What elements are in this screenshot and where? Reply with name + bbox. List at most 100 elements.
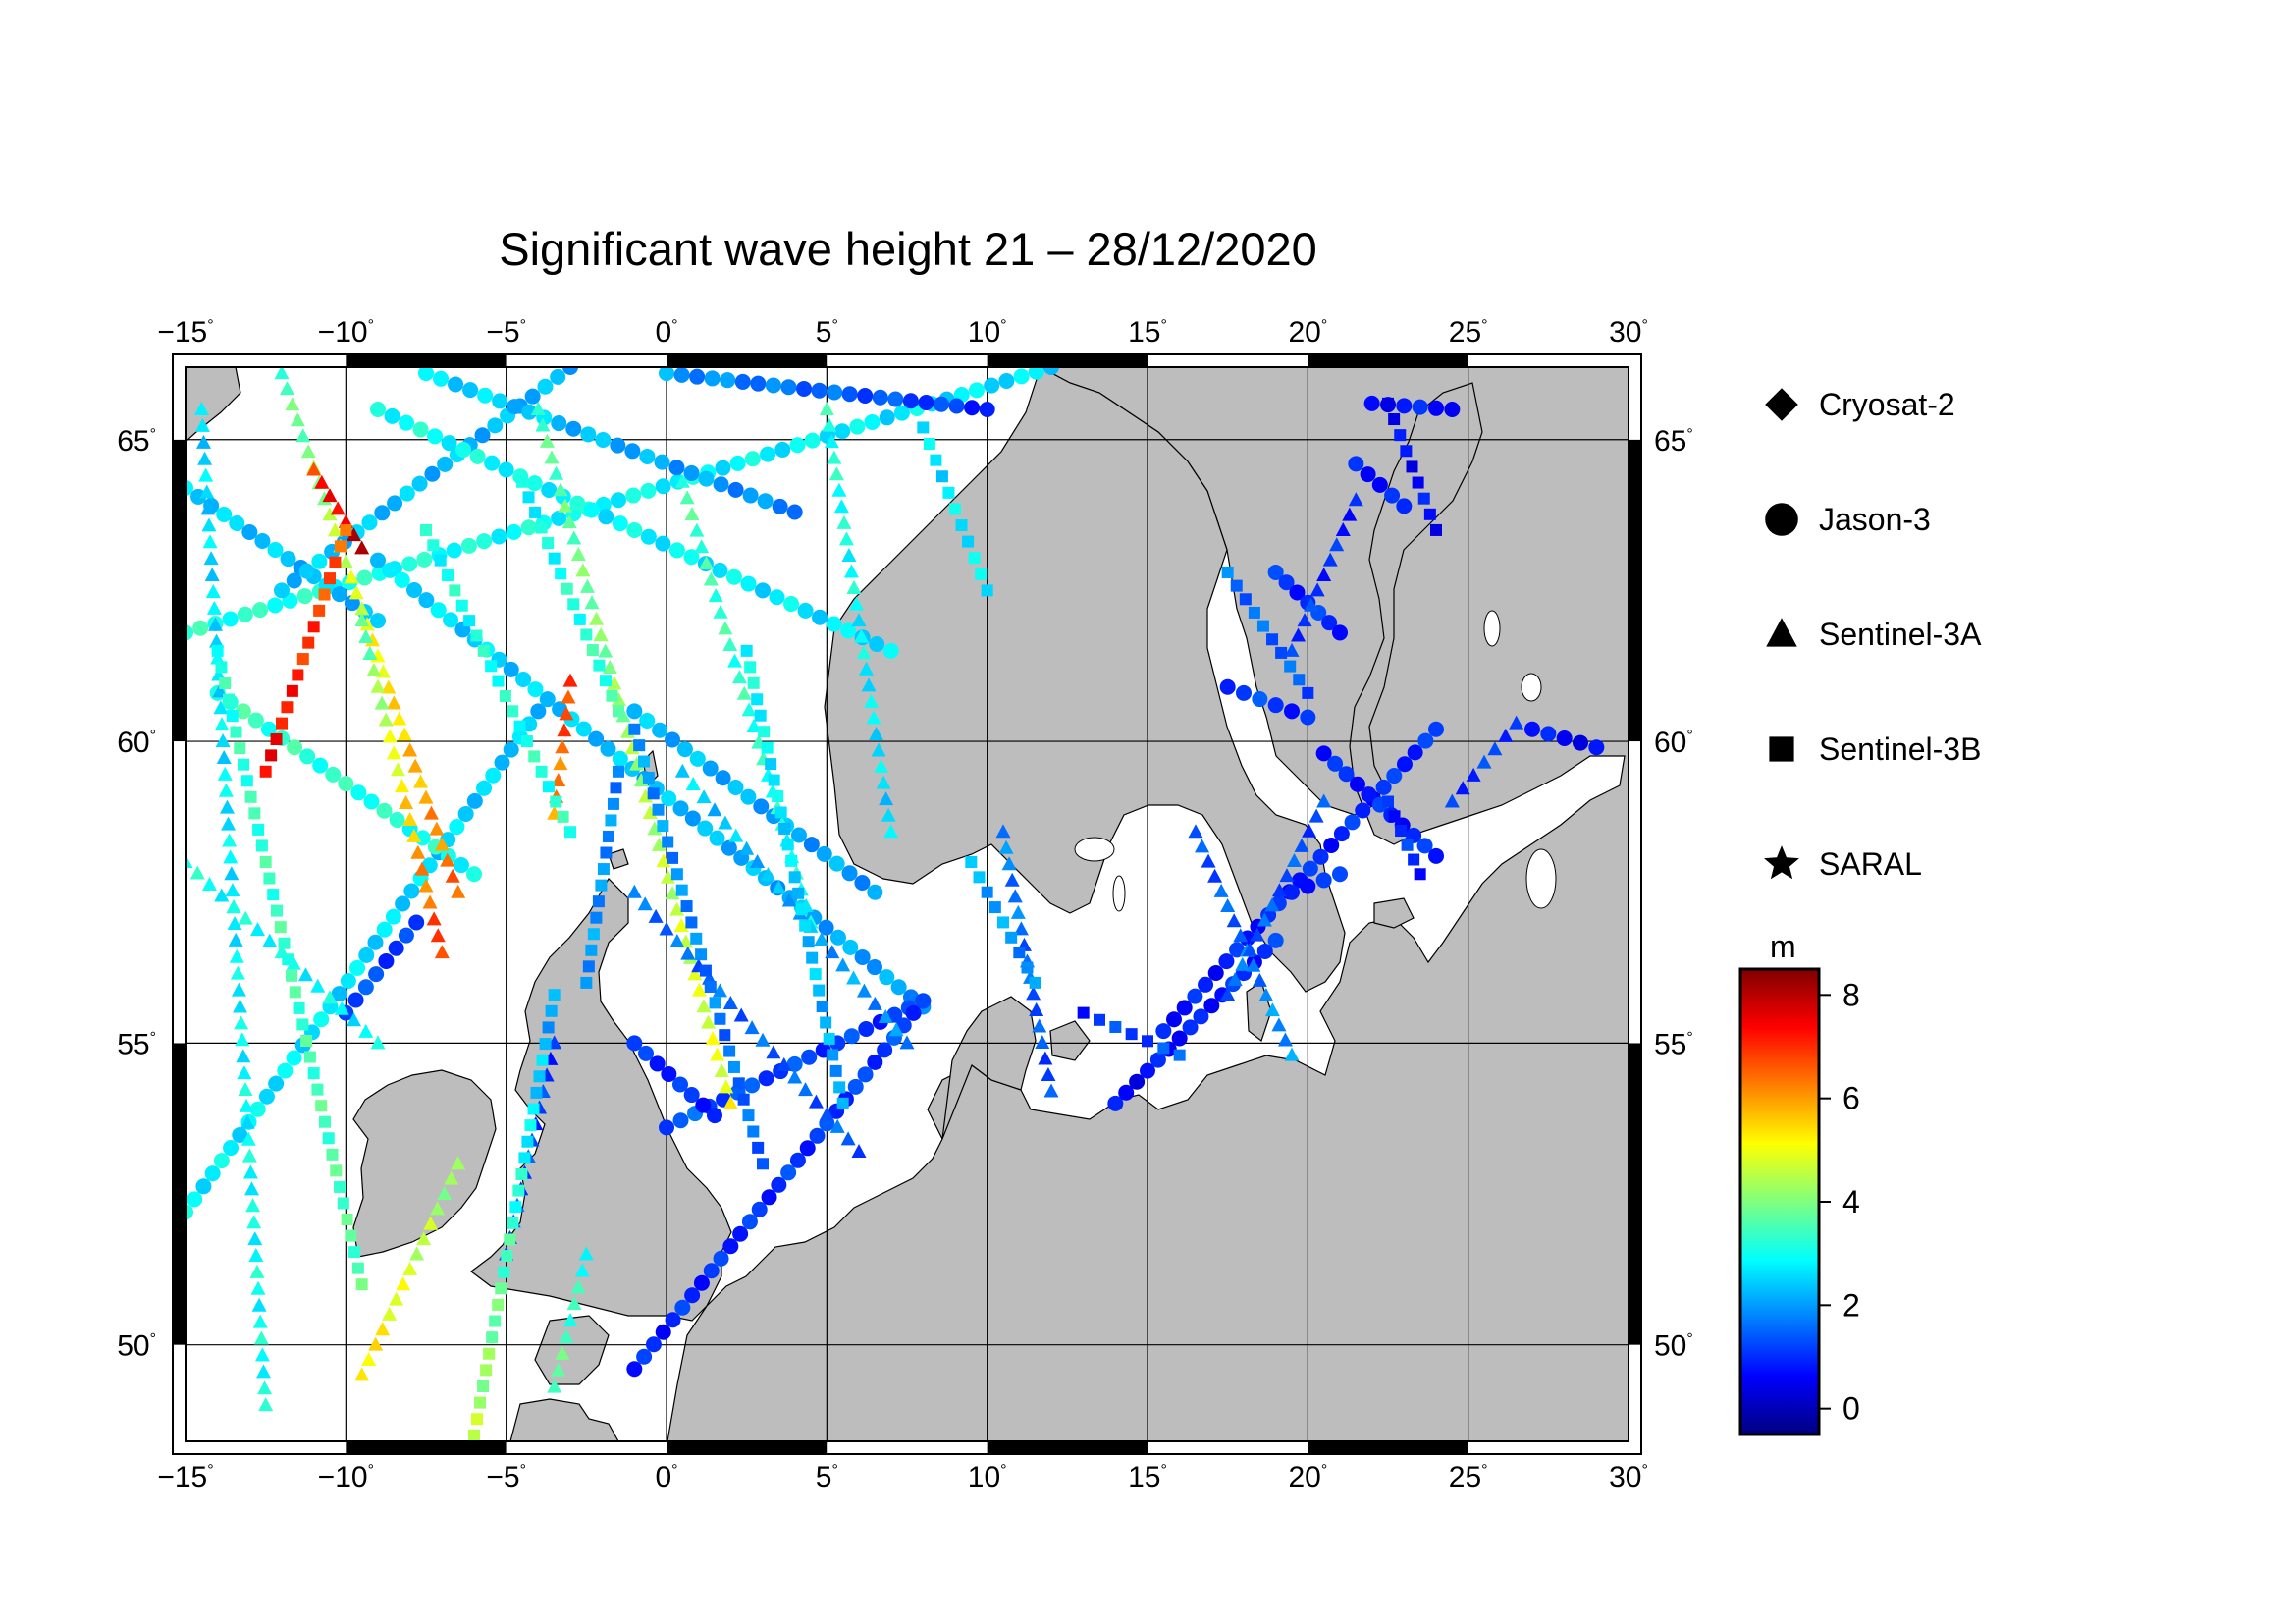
frame-bar-bottom bbox=[346, 1442, 507, 1453]
observation-marker bbox=[434, 837, 450, 851]
observation-marker bbox=[707, 802, 722, 817]
observation-marker bbox=[1013, 947, 1026, 959]
observation-marker bbox=[829, 1118, 845, 1133]
observation-marker bbox=[402, 1261, 418, 1275]
observation-marker bbox=[250, 1280, 266, 1295]
observation-marker bbox=[685, 776, 701, 790]
observation-marker bbox=[676, 741, 693, 758]
observation-marker bbox=[455, 441, 472, 458]
observation-marker bbox=[595, 879, 608, 892]
observation-marker bbox=[835, 957, 851, 972]
observation-marker bbox=[662, 836, 674, 848]
degree-sign: ° bbox=[1686, 426, 1692, 443]
frame-bar-bottom bbox=[827, 1442, 988, 1453]
observation-marker bbox=[222, 611, 239, 627]
observation-marker bbox=[397, 727, 412, 741]
observation-marker bbox=[274, 921, 287, 934]
observation-marker bbox=[376, 802, 393, 819]
observation-marker bbox=[1315, 872, 1332, 889]
observation-marker bbox=[385, 908, 401, 925]
observation-marker bbox=[221, 816, 237, 831]
observation-marker bbox=[1291, 627, 1307, 642]
observation-marker bbox=[771, 1176, 787, 1193]
observation-marker bbox=[334, 540, 347, 553]
lake-finland-1 bbox=[1483, 610, 1501, 647]
lake-vattern bbox=[1112, 875, 1126, 912]
observation-marker bbox=[296, 1018, 309, 1031]
observation-marker bbox=[722, 636, 738, 651]
observation-marker bbox=[463, 615, 476, 627]
degree-sign: ° bbox=[1686, 728, 1692, 744]
observation-marker bbox=[829, 1064, 842, 1077]
observation-marker bbox=[341, 1214, 353, 1226]
lake-ladoga bbox=[1525, 848, 1557, 909]
observation-marker bbox=[973, 871, 986, 884]
track-sentinel-3b bbox=[259, 523, 352, 778]
frame-bar-bottom bbox=[506, 1442, 667, 1453]
observation-marker bbox=[529, 506, 542, 518]
observation-marker bbox=[1166, 1011, 1183, 1028]
observation-marker bbox=[430, 1201, 446, 1216]
observation-marker bbox=[252, 602, 269, 619]
observation-marker bbox=[1400, 445, 1413, 458]
observation-marker bbox=[200, 501, 216, 515]
observation-marker bbox=[368, 1336, 384, 1351]
observation-marker bbox=[827, 450, 842, 464]
observation-marker bbox=[196, 434, 212, 449]
track-sentinel-3a bbox=[354, 613, 450, 959]
observation-marker bbox=[420, 523, 432, 536]
observation-marker bbox=[570, 546, 586, 561]
observation-marker bbox=[1322, 552, 1338, 567]
observation-marker bbox=[638, 1045, 654, 1061]
degree-sign: ° bbox=[831, 317, 837, 334]
observation-marker bbox=[642, 771, 655, 784]
degree-sign: ° bbox=[207, 1462, 213, 1479]
observation-marker bbox=[612, 750, 628, 767]
observation-marker bbox=[535, 521, 548, 534]
observation-marker bbox=[527, 681, 544, 698]
observation-marker bbox=[588, 730, 605, 747]
observation-marker bbox=[363, 793, 380, 810]
observation-marker bbox=[780, 379, 797, 396]
observation-marker bbox=[399, 795, 414, 810]
observation-marker bbox=[673, 367, 690, 383]
frame-bar-right bbox=[1629, 1344, 1640, 1441]
observation-marker bbox=[626, 1035, 643, 1052]
observation-marker bbox=[599, 675, 612, 687]
observation-marker bbox=[628, 723, 641, 735]
observation-marker bbox=[1332, 624, 1348, 641]
observation-marker bbox=[561, 689, 576, 704]
observation-marker bbox=[314, 474, 330, 489]
observation-marker bbox=[715, 460, 731, 476]
observation-marker bbox=[733, 1007, 749, 1022]
outer-frame bbox=[172, 353, 1642, 1455]
observation-marker bbox=[255, 839, 268, 852]
observation-marker bbox=[848, 596, 864, 611]
observation-marker bbox=[712, 983, 727, 998]
observation-marker bbox=[1349, 776, 1365, 792]
observation-marker bbox=[1142, 1035, 1153, 1048]
frame-bar-right bbox=[1629, 367, 1640, 440]
frame-bar-right bbox=[1629, 439, 1640, 742]
observation-marker bbox=[281, 701, 294, 714]
observation-marker bbox=[521, 1135, 534, 1148]
observation-marker bbox=[935, 470, 948, 483]
observation-marker bbox=[871, 742, 886, 757]
observation-marker bbox=[1382, 397, 1394, 409]
observation-marker bbox=[834, 423, 851, 440]
observation-marker bbox=[761, 1189, 777, 1206]
observation-marker bbox=[296, 588, 313, 605]
observation-marker bbox=[1176, 1000, 1193, 1016]
observation-marker bbox=[218, 783, 234, 797]
degree-sign: ° bbox=[1321, 1462, 1327, 1479]
observation-marker bbox=[300, 444, 316, 459]
observation-marker bbox=[1417, 732, 1434, 749]
observation-marker bbox=[1004, 872, 1020, 887]
track-jason-3 bbox=[659, 367, 995, 418]
landmass-iceland-corner bbox=[186, 367, 241, 443]
lon-tick-label-bottom: −10° bbox=[318, 1461, 374, 1493]
track-jason-3 bbox=[1524, 721, 1605, 756]
lon-tick-label-bottom: 10° bbox=[968, 1461, 1007, 1493]
lat-tick-label-right: 55° bbox=[1654, 1028, 1693, 1060]
observation-marker bbox=[539, 1038, 552, 1051]
